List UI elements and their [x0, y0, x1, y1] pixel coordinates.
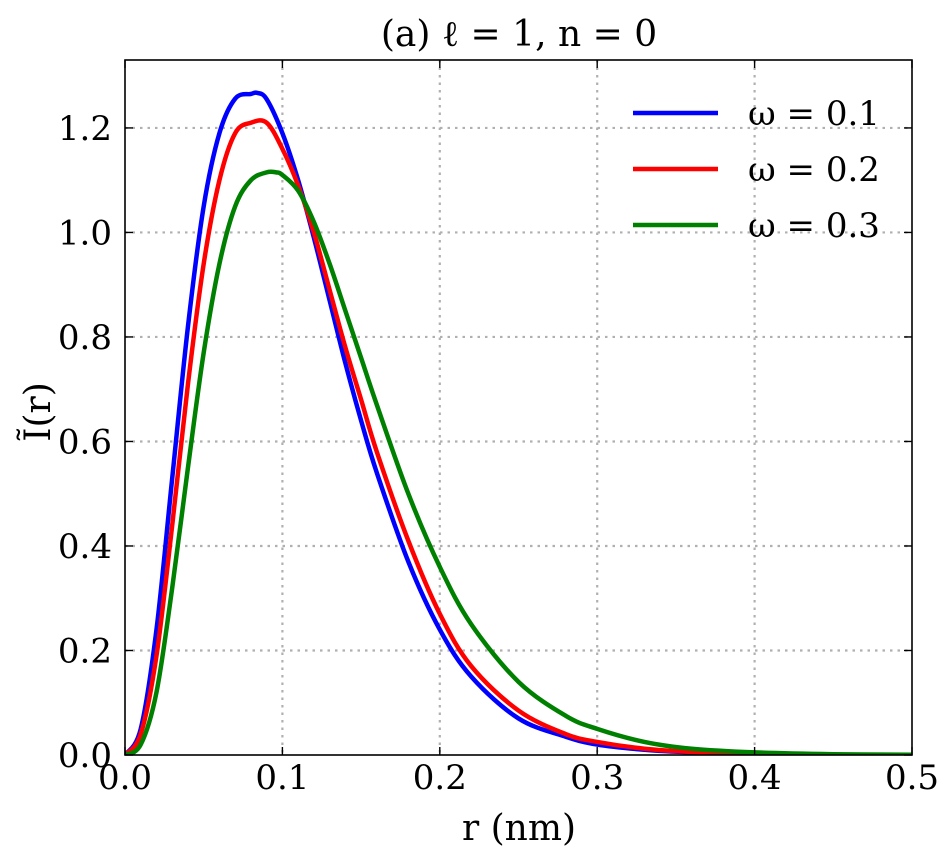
y-axis-label: Ĩ(r): [17, 382, 59, 442]
legend: ω = 0.1 ω = 0.2 ω = 0.3: [633, 94, 880, 246]
series-line-3: [125, 169, 912, 755]
x-tick-label: 0.0: [98, 758, 152, 798]
y-tick-label: 0.2: [58, 631, 112, 671]
x-tick-label: 0.2: [413, 758, 467, 798]
axis-ticks: [124, 60, 913, 756]
y-tick-label: 0.8: [58, 318, 112, 358]
legend-label: ω = 0.1: [748, 94, 880, 134]
grid-lines: [125, 60, 912, 755]
y-tick-label: 0.4: [58, 527, 112, 567]
x-tick-label: 0.3: [570, 758, 624, 798]
x-tick-label: 0.4: [728, 758, 782, 798]
x-tick-label: 0.1: [255, 758, 309, 798]
y-tick-label: 1.0: [58, 213, 112, 253]
x-axis-label: r (nm): [462, 808, 576, 849]
y-tick-label: 0.0: [58, 736, 112, 776]
plot-frame: [124, 59, 913, 756]
x-tick-label: 0.5: [885, 758, 939, 798]
series-line-2: [125, 118, 912, 755]
tick-labels: 0.0 0.1 0.2 0.3 0.4 0.5 0.0 0.2 0.4 0.6 0.8 1.0 1.2: [58, 109, 939, 798]
legend-label: ω = 0.2: [748, 150, 880, 190]
chart-title: (a) ℓ = 1, n = 0: [381, 14, 657, 55]
legend-label: ω = 0.3: [748, 206, 880, 246]
y-tick-label: 0.6: [58, 422, 112, 462]
series-lines: [125, 90, 912, 755]
y-tick-label: 1.2: [58, 109, 112, 149]
